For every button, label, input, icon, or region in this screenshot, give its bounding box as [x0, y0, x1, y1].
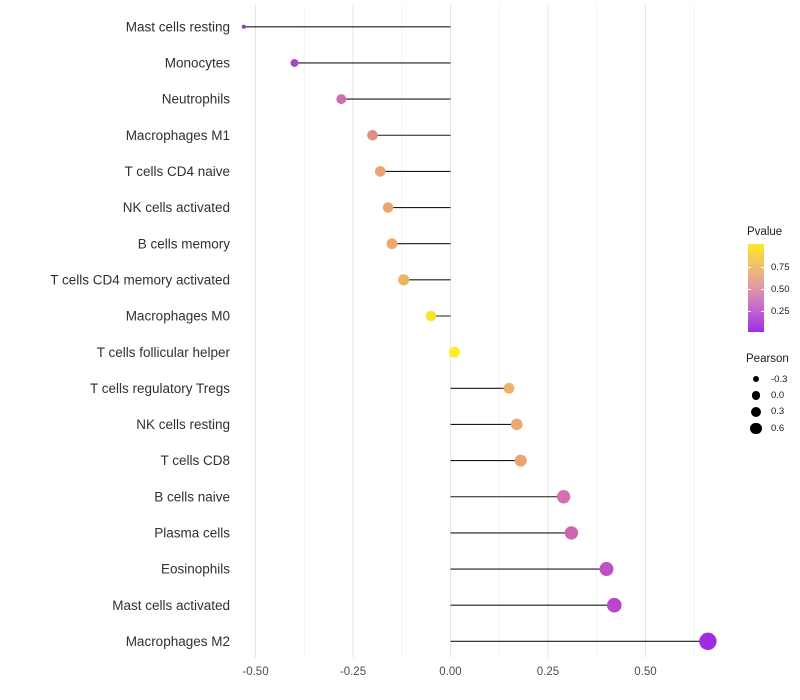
y-axis-label: Macrophages M0	[126, 309, 230, 324]
lollipop-dot	[241, 24, 246, 29]
pearson-legend-label: 0.3	[771, 406, 785, 418]
pearson-legend-label: -0.3	[771, 373, 788, 385]
y-axis-label: B cells naive	[154, 489, 230, 504]
lollipop-dot	[336, 94, 347, 105]
pearson-legend-dot	[750, 422, 762, 435]
lollipop-dot	[386, 238, 398, 250]
x-axis-tick-label: -0.25	[340, 666, 366, 678]
legend-pearson: Pearson -0.3 0.0 0.3 0.6	[746, 353, 789, 437]
lollipop-dot	[375, 166, 386, 177]
lollipop-dot	[556, 490, 571, 504]
y-axis-label: Macrophages M1	[126, 128, 230, 143]
pearson-legend-dot-box	[749, 421, 763, 435]
pearson-legend-label: 0.0	[771, 390, 785, 402]
pearson-legend-dot-box	[749, 389, 763, 403]
pearson-legend-dot	[752, 375, 760, 383]
pearson-legend-dot	[751, 391, 761, 400]
pvalue-tick-mark	[761, 311, 764, 312]
pvalue-tick-label: 0.75	[771, 262, 790, 273]
y-axis-label: NK cells resting	[136, 417, 230, 432]
y-axis-label: Monocytes	[165, 56, 231, 71]
pvalue-tick-mark	[748, 289, 751, 290]
lollipop-dot	[367, 129, 378, 141]
lollipop-dot	[599, 562, 614, 577]
pvalue-tick-mark	[748, 267, 751, 268]
pearson-legend-dot	[751, 406, 761, 417]
pvalue-tick-label: 0.50	[771, 284, 790, 295]
lollipop-dot	[290, 58, 299, 67]
y-axis-label: T cells CD8	[160, 453, 230, 468]
pvalue-gradient-wrap: 0.75 0.50 0.25	[748, 244, 790, 332]
lollipop-dot	[382, 202, 394, 213]
lollipop-dot	[425, 310, 437, 322]
lollipop-dot	[607, 597, 622, 613]
legend-pearson-title: Pearson	[746, 353, 789, 365]
y-axis-label: Eosinophils	[161, 562, 230, 577]
y-axis-label: T cells follicular helper	[97, 345, 231, 360]
y-axis-label: Mast cells resting	[126, 19, 230, 34]
y-axis-label: B cells memory	[138, 236, 231, 251]
lollipop-dot	[503, 382, 515, 394]
pvalue-tick-mark	[761, 289, 764, 290]
pearson-legend-dot-box	[749, 405, 763, 419]
x-axis-tick-label: 0.00	[439, 666, 461, 678]
lollipop-dot	[564, 526, 579, 540]
pvalue-tick-mark	[761, 267, 764, 268]
pvalue-tick-label: 0.25	[771, 306, 790, 317]
y-axis-label: T cells regulatory Tregs	[90, 381, 230, 396]
y-axis-label: T cells CD4 naive	[124, 164, 230, 179]
pvalue-tick-mark	[748, 311, 751, 312]
y-axis-label: Macrophages M2	[126, 634, 230, 649]
lollipop-dot	[514, 454, 527, 467]
pvalue-gradient-bar	[748, 244, 764, 332]
y-axis-label: T cells CD4 memory activated	[50, 272, 230, 287]
pearson-legend-items: -0.3 0.0 0.3 0.6	[746, 371, 789, 437]
y-axis-label: Mast cells activated	[112, 598, 230, 613]
x-axis-tick-label: 0.25	[537, 666, 559, 678]
pearson-legend-item: 0.0	[746, 387, 789, 403]
y-axis-label: NK cells activated	[123, 200, 230, 215]
pearson-legend-label: 0.6	[771, 422, 785, 434]
y-axis-label: Neutrophils	[162, 92, 231, 107]
pearson-legend-item: -0.3	[746, 371, 789, 387]
x-axis-tick-label: 0.50	[634, 666, 656, 678]
legend-pvalue-title: Pvalue	[747, 226, 783, 238]
pearson-legend-item: 0.3	[746, 404, 789, 420]
lollipop-dot	[398, 274, 410, 286]
lollipop-dot	[511, 418, 523, 431]
y-axis-label: Plasma cells	[154, 526, 230, 541]
legend-pvalue: Pvalue 0.75 0.50 0.25	[747, 226, 790, 332]
pearson-legend-item: 0.6	[746, 420, 789, 436]
x-axis-tick-label: -0.50	[242, 666, 268, 678]
lollipop-dot	[699, 632, 717, 651]
pearson-legend-dot-box	[749, 372, 763, 386]
lollipop-dot	[448, 346, 460, 358]
